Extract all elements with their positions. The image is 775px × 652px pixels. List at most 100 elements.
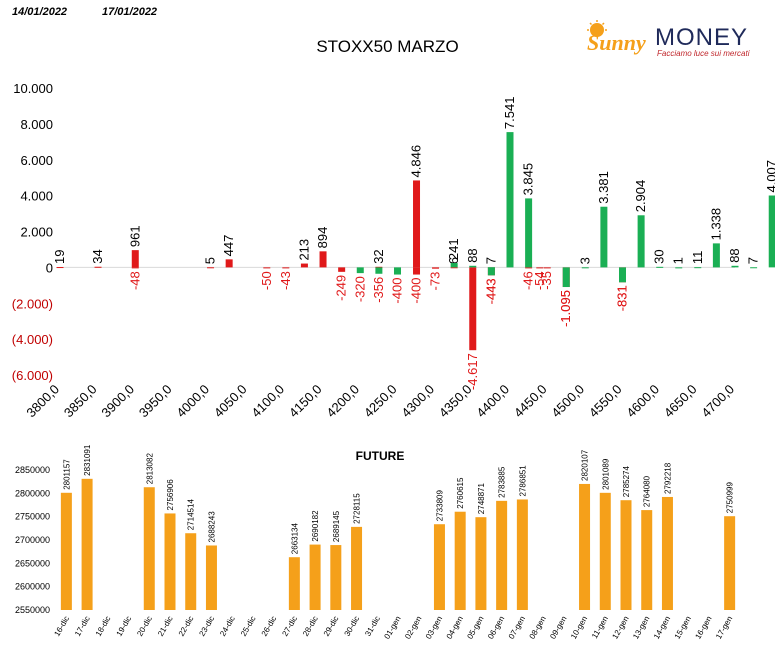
bar — [450, 263, 458, 268]
data-label: -356 — [371, 277, 386, 303]
data-label: 19 — [52, 250, 67, 264]
data-label: -46 — [521, 271, 536, 290]
data-label: -831 — [615, 285, 630, 311]
date-to: 17/01/2022 — [102, 6, 158, 18]
bar — [487, 267, 495, 269]
y-tick-label: 2850000 — [15, 465, 50, 475]
bar — [207, 267, 215, 269]
x-tick-label: 22-dic — [177, 615, 196, 638]
data-label: 2801089 — [601, 458, 610, 490]
x-tick-label: 16-dic — [52, 615, 71, 638]
bar — [525, 267, 533, 269]
bar — [319, 251, 327, 268]
y-tick-label: 2600000 — [15, 582, 50, 592]
data-label: -50 — [259, 271, 274, 290]
data-label: 894 — [315, 227, 330, 249]
data-label: -443 — [483, 278, 498, 304]
data-label: 3 — [577, 257, 592, 264]
bar — [620, 500, 632, 610]
bar — [56, 267, 64, 269]
data-label: -249 — [334, 275, 349, 301]
bar — [288, 557, 300, 610]
x-tick-label: 12-gen — [610, 615, 630, 641]
data-label: 5 — [203, 257, 218, 264]
bar — [338, 267, 346, 272]
data-label: 1 — [671, 257, 686, 264]
data-label: 2820107 — [581, 449, 590, 481]
data-label: 7.541 — [502, 97, 517, 130]
bar — [656, 266, 664, 268]
logo-script: Sunny — [587, 30, 646, 55]
x-tick-label: 26-dic — [260, 615, 279, 638]
y-tick-label: 8.000 — [20, 117, 53, 132]
bar — [375, 267, 383, 274]
x-tick-label: 14-gen — [652, 615, 672, 641]
bar — [619, 267, 626, 283]
data-label: -54 — [532, 271, 547, 290]
bar — [60, 492, 72, 610]
bar — [581, 267, 589, 269]
x-tick-label: 05-gen — [465, 615, 485, 641]
data-label: -320 — [352, 276, 367, 302]
bar — [487, 267, 495, 276]
data-label: -35 — [539, 271, 554, 290]
data-label: 2748871 — [477, 482, 486, 514]
bar — [309, 544, 321, 610]
data-label: 213 — [296, 239, 311, 261]
bar — [525, 198, 533, 268]
x-tick-label: 27-dic — [280, 615, 299, 638]
data-label: 2750999 — [726, 482, 735, 514]
bar — [356, 267, 364, 274]
bar — [413, 180, 421, 268]
data-label: 34 — [90, 249, 105, 263]
bar — [143, 487, 155, 610]
data-label: 3.845 — [521, 163, 536, 196]
stoxx50-options-chart: 10.000 8.000 6.000 4.000 2.000 0 (2.000) (4.000… — [12, 81, 775, 420]
y-tick-label: 0 — [46, 260, 53, 275]
bar — [351, 526, 363, 610]
x-tick-label: 15-gen — [673, 615, 693, 641]
date-from: 14/01/2022 — [12, 6, 68, 18]
x-tick-label: 18-dic — [94, 615, 113, 638]
data-label: -400 — [390, 278, 405, 304]
data-label: 2783885 — [498, 466, 507, 498]
data-label: 2831091 — [83, 444, 92, 476]
data-label: 2733809 — [435, 490, 444, 522]
bar — [579, 483, 591, 610]
data-label: 447 — [221, 235, 236, 257]
x-tick-label: 03-gen — [424, 615, 444, 641]
data-label: -443 — [483, 278, 498, 304]
data-label: 7 — [746, 257, 761, 264]
x-tick-label: 29-dic — [322, 615, 341, 638]
x-tick-label: 24-dic — [218, 615, 237, 638]
bar — [81, 478, 93, 610]
x-tick-label: 08-gen — [528, 615, 548, 641]
bar — [432, 267, 440, 269]
data-label: -1.095 — [558, 290, 573, 327]
logo-tagline: Facciamo luce sui mercati — [657, 49, 750, 58]
bar — [768, 195, 775, 268]
bar — [637, 215, 645, 268]
bar — [469, 267, 477, 351]
bar — [263, 267, 271, 269]
x-tick-label: 17-gen — [714, 615, 734, 641]
bar — [131, 267, 139, 269]
data-label: 32 — [371, 249, 386, 263]
bar — [375, 266, 383, 268]
data-label: 2663134 — [290, 523, 299, 555]
data-label: 2688243 — [207, 511, 216, 543]
x-tick-label: 19-dic — [115, 615, 134, 638]
bar — [661, 496, 673, 610]
bar — [496, 500, 508, 610]
bar — [454, 511, 466, 610]
x-tick-label: 06-gen — [486, 615, 506, 641]
data-label: -48 — [127, 271, 142, 290]
bar — [506, 132, 514, 268]
bar — [205, 545, 217, 610]
data-label: 88 — [727, 248, 742, 262]
x-tick-label: 02-gen — [403, 615, 423, 641]
bar — [450, 267, 458, 269]
bar — [731, 265, 739, 268]
y-tick-label: 2.000 — [20, 225, 53, 240]
data-label: 2690182 — [311, 510, 320, 542]
